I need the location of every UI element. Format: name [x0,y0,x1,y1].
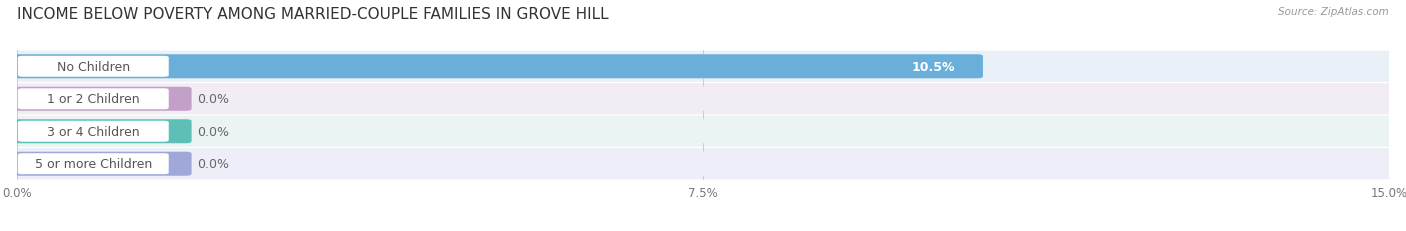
FancyBboxPatch shape [13,152,191,176]
FancyBboxPatch shape [13,87,191,111]
FancyBboxPatch shape [18,121,169,142]
Text: INCOME BELOW POVERTY AMONG MARRIED-COUPLE FAMILIES IN GROVE HILL: INCOME BELOW POVERTY AMONG MARRIED-COUPL… [17,7,609,22]
Text: 0.0%: 0.0% [197,158,229,170]
FancyBboxPatch shape [13,120,1393,144]
Text: 1 or 2 Children: 1 or 2 Children [46,93,139,106]
Text: 0.0%: 0.0% [197,93,229,106]
FancyBboxPatch shape [17,149,1389,179]
FancyBboxPatch shape [13,152,1393,176]
FancyBboxPatch shape [18,89,169,110]
FancyBboxPatch shape [13,87,1393,111]
Text: 3 or 4 Children: 3 or 4 Children [46,125,139,138]
FancyBboxPatch shape [17,84,1389,115]
FancyBboxPatch shape [18,57,169,77]
Text: 10.5%: 10.5% [911,61,955,73]
FancyBboxPatch shape [13,55,983,79]
FancyBboxPatch shape [13,55,1393,79]
FancyBboxPatch shape [18,154,169,174]
Text: 0.0%: 0.0% [197,125,229,138]
FancyBboxPatch shape [13,120,191,144]
FancyBboxPatch shape [17,116,1389,147]
Text: 5 or more Children: 5 or more Children [35,158,152,170]
Text: No Children: No Children [56,61,129,73]
Text: Source: ZipAtlas.com: Source: ZipAtlas.com [1278,7,1389,17]
FancyBboxPatch shape [17,52,1389,82]
